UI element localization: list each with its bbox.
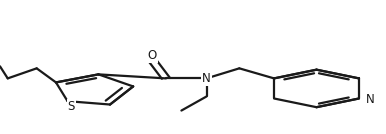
Text: S: S [68,100,75,113]
Text: O: O [148,49,157,62]
Text: N: N [202,72,211,85]
Text: N: N [366,93,374,106]
